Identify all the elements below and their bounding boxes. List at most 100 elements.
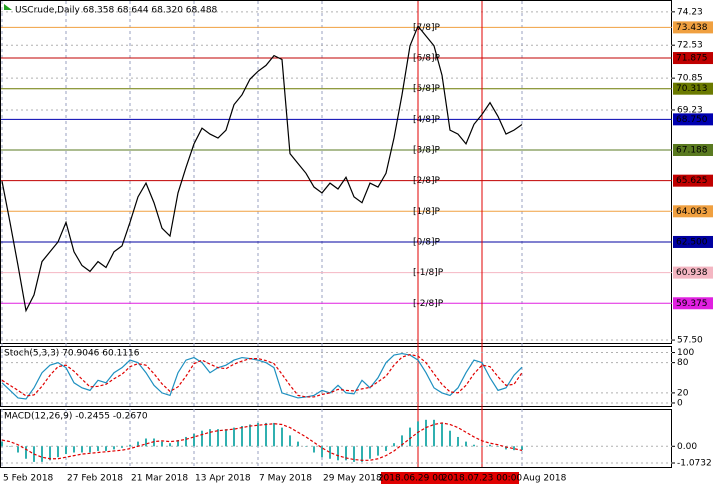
- macd-bar: [409, 427, 411, 447]
- date-marker-box: [381, 472, 455, 484]
- y-tick-label: 100: [677, 348, 694, 358]
- macd-bar: [49, 446, 51, 461]
- macd-bar: [265, 422, 267, 447]
- x-tick-label: 2018.07.23 00:00: [442, 474, 523, 484]
- level-price-label: 70.313: [676, 84, 708, 94]
- macd-bar: [289, 435, 291, 447]
- macd-bar: [465, 441, 467, 447]
- macd-bar: [273, 422, 275, 447]
- macd-bar: [217, 429, 219, 447]
- macd-bar: [89, 446, 91, 453]
- macd-bar: [337, 446, 339, 461]
- level-label: [3/8]P: [413, 145, 441, 155]
- level-price-box: [673, 174, 713, 187]
- macd-bar: [9, 446, 11, 447]
- level-price-label: 71.875: [676, 54, 708, 64]
- level-price-box: [673, 266, 713, 279]
- macd-bar: [161, 441, 163, 447]
- macd-bar: [385, 446, 387, 451]
- macd-bar: [441, 422, 443, 447]
- panel-title: MACD(12,26,9) -0.2455 -0.2670: [4, 412, 148, 422]
- macd-bar: [393, 443, 395, 447]
- x-tick-label: 7 May 2018: [259, 474, 312, 484]
- series-line: [1, 25, 523, 313]
- y-tick-label: 0.00: [677, 442, 697, 452]
- macd-bar: [137, 441, 139, 447]
- macd-bar: [113, 446, 115, 450]
- macd-bar: [241, 426, 243, 447]
- macd-bar: [297, 441, 299, 447]
- x-tick-label: 21 Mar 2018: [131, 474, 188, 484]
- macd-bar: [193, 433, 195, 447]
- macd-bar: [481, 446, 483, 447]
- y-tick-label: 57.50: [677, 336, 703, 346]
- series-line: [1, 422, 523, 461]
- level-label: [-2/8]P: [413, 299, 444, 309]
- macd-bar: [513, 446, 515, 451]
- panel-title: USCrude,Daily 68.358 68.644 68.320 68.48…: [15, 6, 218, 16]
- macd-bar: [73, 446, 75, 453]
- main-panel: [0, 0, 672, 344]
- level-price-box: [673, 235, 713, 248]
- macd-bar: [97, 446, 99, 451]
- macd-bar: [25, 446, 27, 459]
- series-line: [1, 353, 523, 398]
- macd-bar: [345, 446, 347, 461]
- level-price-box: [673, 205, 713, 218]
- macd-bar: [281, 427, 283, 447]
- symbol-icon: [4, 4, 12, 10]
- macd-bar: [433, 419, 435, 447]
- macd-bar: [185, 436, 187, 447]
- macd-bar: [417, 421, 419, 447]
- macd-bar: [489, 444, 491, 447]
- level-price-box: [673, 52, 713, 65]
- level-price-box: [673, 21, 713, 34]
- level-label: [1/8]P: [413, 207, 441, 217]
- macd-bar: [425, 419, 427, 447]
- level-label: [-1/8]P: [413, 268, 444, 278]
- level-price-label: 60.938: [676, 268, 708, 278]
- macd-bar: [17, 446, 19, 453]
- level-label: [7/8]P: [413, 23, 441, 33]
- macd-bar: [305, 446, 307, 447]
- macd-bar: [321, 446, 323, 458]
- macd-bar: [457, 436, 459, 447]
- y-tick-label: 80: [677, 358, 689, 368]
- macd-panel: [0, 409, 672, 468]
- macd-bar: [233, 427, 235, 447]
- macd-bar: [145, 438, 147, 447]
- macd-bar: [505, 446, 507, 450]
- x-tick-label: 27 Feb 2018: [67, 474, 123, 484]
- y-tick-label: 0: [677, 398, 683, 408]
- x-tick-label: 13 Apr 2018: [195, 474, 251, 484]
- level-price-label: 62.500: [676, 237, 708, 247]
- x-tick-label: Aug 2018: [523, 474, 567, 484]
- x-tick-label: 5 Feb 2018: [3, 474, 54, 484]
- level-price-box: [673, 113, 713, 126]
- x-tick-label: 2018.06.29 00:00: [378, 474, 459, 484]
- y-tick-label: -1.0732: [677, 459, 712, 469]
- level-price-box: [673, 143, 713, 156]
- level-price-label: 67.188: [676, 145, 708, 155]
- level-price-label: 73.438: [676, 23, 708, 33]
- macd-bar: [377, 446, 379, 456]
- y-tick-label: 70.85: [677, 74, 703, 84]
- macd-bar: [249, 424, 251, 447]
- macd-bar: [449, 430, 451, 447]
- level-label: [4/8]P: [413, 115, 441, 125]
- panel-title: Stoch(5,3,3) 70.9046 60.1116: [4, 349, 140, 359]
- level-label: [2/8]P: [413, 176, 441, 186]
- macd-bar: [1, 441, 3, 447]
- macd-bar: [169, 443, 171, 447]
- y-tick-label: 74.23: [677, 7, 703, 17]
- macd-bar: [153, 438, 155, 447]
- level-price-label: 64.063: [676, 207, 708, 217]
- macd-bar: [209, 429, 211, 447]
- date-marker-box: [445, 472, 519, 484]
- macd-bar: [41, 446, 43, 462]
- macd-bar: [401, 435, 403, 447]
- level-price-box: [673, 297, 713, 310]
- macd-bar: [225, 429, 227, 447]
- level-label: [5/8]P: [413, 84, 441, 94]
